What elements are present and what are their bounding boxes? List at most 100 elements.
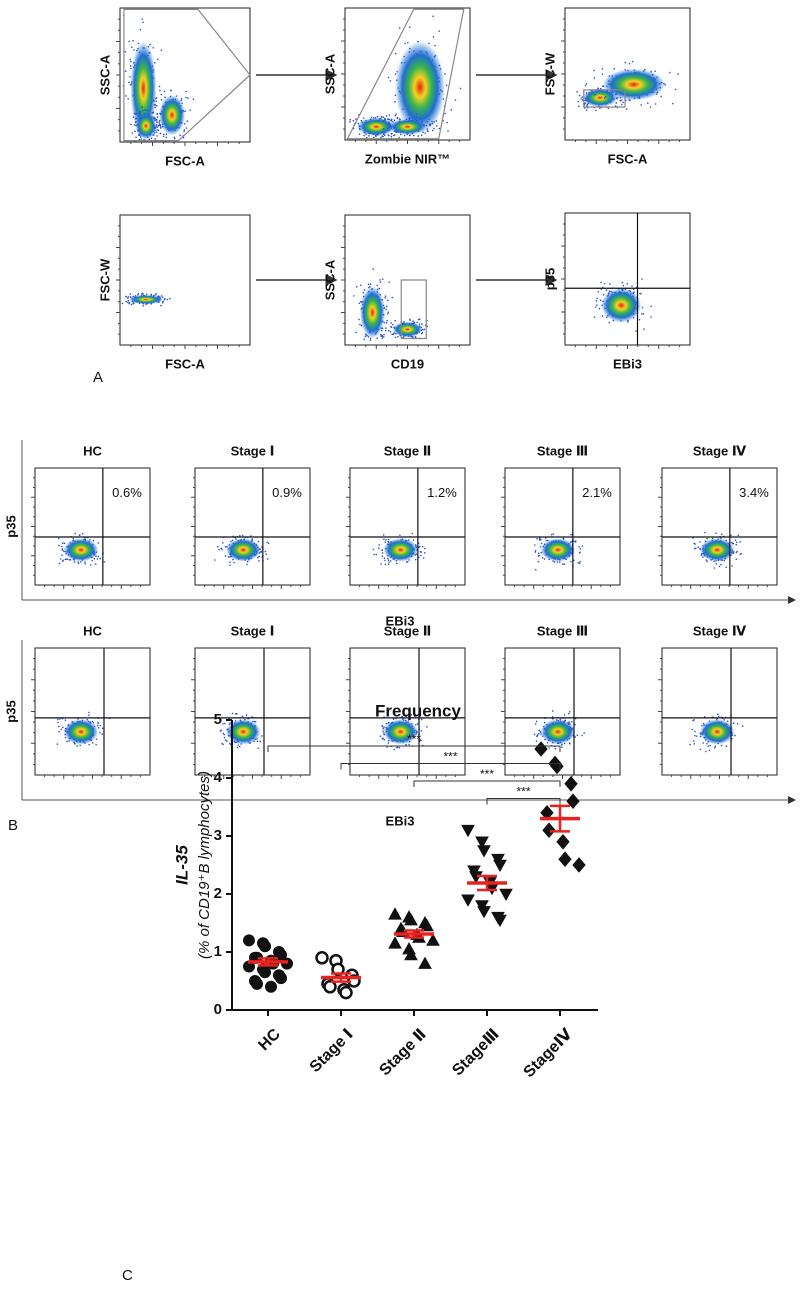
event-dot [125,300,128,303]
event-dot [718,565,721,568]
event-dot [409,319,411,321]
event-dot [384,295,387,297]
event-dot [160,93,163,96]
density-cloud [392,321,423,338]
event-dot [165,136,168,139]
event-dot [571,721,573,723]
event-dot [359,323,361,326]
event-dot [139,110,141,113]
event-dot [702,742,704,744]
event-dot [219,730,222,732]
event-dot [235,713,238,715]
event-dot [426,128,429,130]
gate [346,8,465,140]
event-dot [382,336,385,338]
event-dot [411,117,414,119]
event-dot [392,718,395,720]
data-point [388,907,402,920]
event-dot [381,278,384,280]
event-dot [267,542,270,544]
event-dot [407,42,409,44]
event-dot [375,553,378,556]
event-dot [414,335,417,338]
event-dot [697,546,699,548]
event-dot [381,725,384,728]
event-dot [355,331,357,334]
data-point [558,851,572,867]
event-dot [185,90,187,93]
plot-frame [504,647,621,776]
event-dot [539,546,542,548]
event-dot [548,747,550,749]
event-dot [225,739,227,741]
plot-title: Stage Ⅰ [231,623,275,638]
event-dot [58,562,61,565]
event-dot [392,333,395,336]
data-point [550,758,564,775]
event-dot [677,73,679,75]
event-dot [141,106,143,108]
event-dot [57,721,59,724]
event-dot [183,123,186,125]
event-dot [151,112,154,114]
event-dot [152,111,155,114]
event-dot [720,744,723,747]
x-axis-label: FSC-A [165,153,205,168]
event-dot [714,745,717,748]
event-dot [596,297,598,300]
event-dot [349,121,351,123]
event-dot [584,84,587,87]
event-dot [130,67,132,70]
event-dot [543,558,546,560]
y-axis-label: SSC-A [322,53,337,94]
event-dot [389,80,392,82]
event-dot [258,560,260,562]
plot-frame [194,647,311,776]
x-tick-label: StageⅢ [449,1026,503,1080]
event-dot [703,715,706,718]
event-dot [216,545,219,548]
x-axis-label: Zombie NIR™ [365,151,450,166]
event-dot [99,724,102,727]
event-dot [429,124,431,127]
event-dot [266,541,268,544]
plot-title: HC [83,623,102,638]
event-dot [641,312,643,315]
event-dot [602,293,605,296]
event-dot [426,726,428,728]
event-dot [408,134,411,137]
event-dot [130,60,132,63]
y-axis-label: p35 [3,700,18,722]
event-dot [420,551,422,553]
event-dot [577,100,579,103]
plot-frame [34,467,151,586]
event-dot [447,130,449,132]
event-dot [459,87,462,90]
event-dot [184,110,187,113]
event-dot [129,76,131,78]
event-dot [155,120,158,122]
event-dot [157,129,160,131]
event-dot [97,555,100,558]
data-point [420,918,434,932]
event-dot [126,301,129,304]
y-axis-label: SSC-A [97,54,112,95]
event-dot [128,302,130,305]
event-dot [229,564,231,566]
event-dot [693,719,695,721]
event-dot [445,84,448,87]
event-dot [397,335,399,338]
density-cloud [540,538,576,562]
event-dot [669,71,671,74]
event-dot [124,70,127,72]
x-tick-label: HC [255,1025,284,1054]
event-dot [238,745,241,748]
event-dot [256,740,259,743]
event-dot [540,538,542,541]
event-dot [179,134,181,137]
y-tick-label: 5 [214,711,222,728]
event-dot [415,723,417,726]
event-dot [222,732,225,735]
data-point [315,951,329,965]
event-dot [192,98,195,101]
